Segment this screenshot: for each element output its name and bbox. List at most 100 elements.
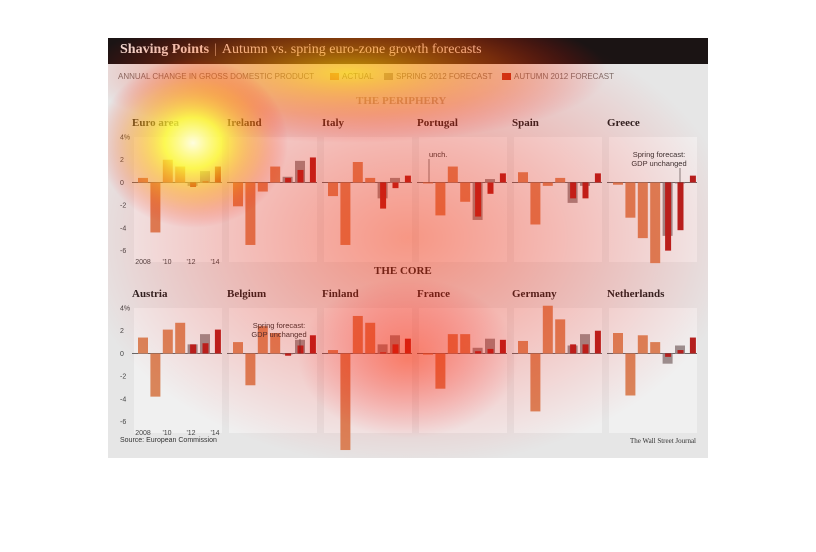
country-label-spain: Spain: [512, 117, 539, 129]
bar-autumn-finland: [392, 344, 399, 354]
bar-autumn-euro-area: [214, 166, 221, 183]
y-tick-label: -6: [120, 248, 126, 255]
bar-actual-spain: [518, 172, 528, 183]
annotation-greece: GDP unchanged: [631, 159, 686, 168]
country-label-greece: Greece: [607, 117, 640, 129]
bar-autumn-ireland: [285, 177, 292, 183]
bar-actual-spain: [555, 177, 566, 183]
bar-actual-euro-area: [175, 166, 186, 183]
bar-actual-euro-area: [162, 159, 173, 183]
panel-bg-netherlands: [609, 308, 697, 433]
bar-actual-austria: [138, 337, 148, 354]
bar-autumn-greece: [689, 175, 696, 183]
bar-autumn-greece: [677, 182, 684, 231]
country-label-netherlands: Netherlands: [607, 288, 665, 300]
bar-autumn-portugal: [499, 173, 506, 183]
x-tick-label: '12: [186, 259, 195, 266]
bar-autumn-netherlands: [689, 337, 696, 354]
bar-actual-netherlands: [637, 335, 648, 354]
bar-autumn-italy: [380, 182, 387, 209]
y-tick-label: -4: [120, 396, 126, 403]
bar-autumn-belgium: [309, 335, 316, 354]
bar-actual-portugal: [460, 182, 471, 202]
bar-actual-germany: [542, 305, 553, 354]
bar-actual-ireland: [233, 182, 243, 207]
bar-autumn-spain: [570, 182, 577, 199]
bar-autumn-germany: [570, 344, 577, 354]
bar-actual-netherlands: [625, 353, 636, 396]
bar-actual-finland: [352, 315, 363, 354]
bar-autumn-netherlands: [665, 353, 672, 357]
bar-actual-italy: [365, 177, 376, 183]
bar-actual-finland: [340, 353, 351, 451]
bar-autumn-ireland: [309, 157, 316, 183]
panel-bg-france: [419, 308, 507, 433]
country-label-austria: Austria: [132, 288, 168, 300]
bar-actual-portugal: [435, 182, 446, 216]
y-tick-label: 4%: [120, 135, 130, 142]
bar-actual-belgium: [245, 353, 256, 386]
bar-actual-portugal: [447, 166, 458, 183]
bar-actual-france: [447, 334, 458, 354]
x-tick-label: '10: [162, 259, 171, 266]
bar-autumn-finland: [380, 352, 387, 354]
bar-actual-greece: [625, 182, 636, 218]
y-tick-label: -2: [120, 203, 126, 210]
bar-actual-portugal: [423, 182, 433, 184]
y-tick-label: -6: [120, 419, 126, 426]
country-label-euro-area: Euro area: [132, 117, 179, 129]
bar-actual-austria: [175, 322, 186, 354]
bar-actual-greece: [637, 182, 648, 239]
bar-autumn-belgium: [285, 353, 292, 356]
credit-note: The Wall Street Journal: [630, 437, 696, 445]
bar-autumn-france: [499, 339, 506, 354]
source-note: Source: European Commission: [120, 437, 217, 444]
bar-autumn-finland: [404, 338, 411, 354]
country-label-france: France: [417, 288, 450, 300]
country-label-ireland: Ireland: [227, 117, 262, 129]
bar-actual-euro-area: [138, 177, 148, 183]
bar-actual-spain: [530, 182, 541, 225]
bar-actual-greece: [650, 182, 661, 264]
bar-actual-italy: [328, 182, 338, 197]
bar-autumn-austria: [214, 329, 221, 354]
bar-autumn-ireland: [297, 169, 304, 183]
y-tick-label: 0: [120, 351, 124, 358]
bar-autumn-portugal: [487, 182, 494, 194]
bar-actual-france: [460, 334, 471, 354]
x-tick-label: '14: [210, 259, 219, 266]
x-tick-label: '10: [162, 430, 171, 437]
x-tick-label: 2008: [135, 430, 151, 437]
y-tick-label: -2: [120, 374, 126, 381]
y-tick-label: 0: [120, 180, 124, 187]
annotation-greece: Spring forecast:: [633, 150, 686, 159]
bar-actual-austria: [150, 353, 161, 397]
x-tick-label: '14: [210, 430, 219, 437]
panel-bg-italy: [324, 137, 412, 262]
bar-spring-finland: [377, 344, 388, 354]
bar-actual-euro-area: [150, 182, 161, 233]
bar-actual-finland: [328, 350, 338, 354]
bar-actual-netherlands: [650, 342, 661, 354]
bar-actual-belgium: [233, 342, 243, 354]
bar-actual-ireland: [245, 182, 256, 245]
bar-autumn-italy: [392, 182, 399, 189]
bar-actual-ireland: [270, 166, 281, 183]
bar-actual-finland: [365, 322, 376, 354]
y-tick-label: 4%: [120, 306, 130, 313]
bar-autumn-euro-area: [190, 182, 197, 187]
bar-autumn-netherlands: [677, 350, 684, 354]
bar-actual-greece: [613, 182, 623, 185]
bar-autumn-france: [487, 348, 494, 354]
x-tick-label: '12: [186, 430, 195, 437]
panel-bg-spain: [514, 137, 602, 262]
bar-actual-france: [435, 353, 446, 389]
bar-actual-germany: [530, 353, 541, 412]
x-tick-label: 2008: [135, 259, 151, 266]
annotation-belgium: Spring forecast:: [253, 321, 306, 330]
country-label-portugal: Portugal: [417, 117, 458, 129]
bar-autumn-spain: [594, 173, 601, 183]
country-label-belgium: Belgium: [227, 288, 266, 300]
bar-autumn-greece: [665, 182, 672, 251]
